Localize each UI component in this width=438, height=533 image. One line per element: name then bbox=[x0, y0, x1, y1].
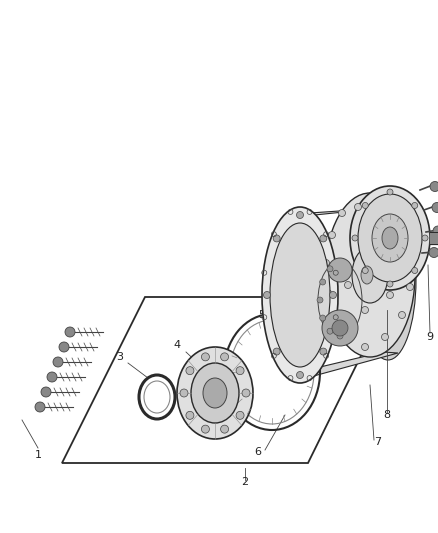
Text: 3: 3 bbox=[117, 352, 124, 362]
Circle shape bbox=[65, 327, 75, 337]
Circle shape bbox=[186, 367, 194, 375]
Circle shape bbox=[361, 306, 368, 313]
Ellipse shape bbox=[262, 207, 338, 383]
Circle shape bbox=[364, 241, 371, 248]
Circle shape bbox=[273, 348, 280, 355]
Circle shape bbox=[320, 348, 327, 355]
Circle shape bbox=[361, 343, 368, 351]
Text: 4: 4 bbox=[173, 340, 180, 350]
Circle shape bbox=[362, 268, 368, 273]
Circle shape bbox=[412, 203, 418, 208]
Circle shape bbox=[409, 254, 416, 261]
Ellipse shape bbox=[372, 214, 408, 262]
Circle shape bbox=[432, 203, 438, 213]
Circle shape bbox=[236, 367, 244, 375]
Circle shape bbox=[328, 231, 336, 238]
Text: 2: 2 bbox=[241, 477, 248, 487]
Circle shape bbox=[221, 425, 229, 433]
Ellipse shape bbox=[328, 258, 352, 282]
Circle shape bbox=[201, 425, 209, 433]
Circle shape bbox=[354, 204, 361, 211]
Ellipse shape bbox=[322, 310, 358, 346]
Circle shape bbox=[236, 411, 244, 419]
Circle shape bbox=[297, 372, 304, 378]
Circle shape bbox=[385, 256, 392, 263]
Ellipse shape bbox=[382, 227, 398, 249]
Circle shape bbox=[362, 203, 368, 208]
Circle shape bbox=[320, 235, 327, 242]
Ellipse shape bbox=[360, 200, 416, 360]
Text: 8: 8 bbox=[383, 410, 391, 420]
Circle shape bbox=[201, 353, 209, 361]
Ellipse shape bbox=[203, 378, 227, 408]
Ellipse shape bbox=[191, 363, 239, 423]
Circle shape bbox=[180, 389, 188, 397]
Circle shape bbox=[406, 284, 413, 290]
Polygon shape bbox=[295, 352, 398, 377]
Ellipse shape bbox=[358, 194, 422, 282]
Circle shape bbox=[430, 182, 438, 191]
Circle shape bbox=[317, 297, 323, 303]
Circle shape bbox=[422, 235, 428, 241]
Circle shape bbox=[352, 235, 358, 241]
Circle shape bbox=[320, 279, 326, 285]
Circle shape bbox=[386, 292, 393, 298]
Circle shape bbox=[345, 281, 352, 288]
Circle shape bbox=[264, 292, 271, 298]
Circle shape bbox=[47, 372, 57, 382]
Circle shape bbox=[320, 315, 326, 321]
Circle shape bbox=[329, 292, 336, 298]
Text: 1: 1 bbox=[35, 450, 42, 460]
Circle shape bbox=[387, 281, 393, 287]
Ellipse shape bbox=[332, 320, 348, 336]
Circle shape bbox=[242, 389, 250, 397]
Ellipse shape bbox=[177, 347, 253, 439]
Circle shape bbox=[433, 226, 438, 236]
Circle shape bbox=[374, 201, 381, 208]
Circle shape bbox=[339, 209, 346, 216]
Ellipse shape bbox=[270, 223, 330, 367]
Circle shape bbox=[322, 260, 329, 266]
Circle shape bbox=[221, 353, 229, 361]
Circle shape bbox=[392, 212, 399, 219]
Circle shape bbox=[381, 334, 389, 341]
Circle shape bbox=[186, 411, 194, 419]
Ellipse shape bbox=[361, 266, 373, 284]
Circle shape bbox=[387, 189, 393, 195]
Circle shape bbox=[35, 402, 45, 412]
Polygon shape bbox=[295, 207, 398, 217]
Circle shape bbox=[405, 230, 411, 237]
Circle shape bbox=[327, 266, 333, 272]
Circle shape bbox=[429, 247, 438, 257]
Circle shape bbox=[53, 357, 63, 367]
Circle shape bbox=[345, 336, 352, 343]
Text: 7: 7 bbox=[374, 437, 381, 447]
Circle shape bbox=[327, 328, 333, 334]
Circle shape bbox=[41, 387, 51, 397]
Circle shape bbox=[337, 333, 343, 339]
Circle shape bbox=[332, 317, 339, 324]
Circle shape bbox=[273, 235, 280, 242]
Text: 5: 5 bbox=[258, 310, 265, 320]
Text: 6: 6 bbox=[254, 447, 261, 457]
Ellipse shape bbox=[352, 247, 388, 303]
Circle shape bbox=[59, 342, 69, 352]
Ellipse shape bbox=[325, 193, 415, 357]
Circle shape bbox=[412, 268, 418, 273]
Text: 9: 9 bbox=[427, 332, 434, 342]
Ellipse shape bbox=[350, 186, 430, 290]
Circle shape bbox=[325, 289, 332, 296]
Circle shape bbox=[297, 212, 304, 219]
Circle shape bbox=[399, 311, 406, 319]
